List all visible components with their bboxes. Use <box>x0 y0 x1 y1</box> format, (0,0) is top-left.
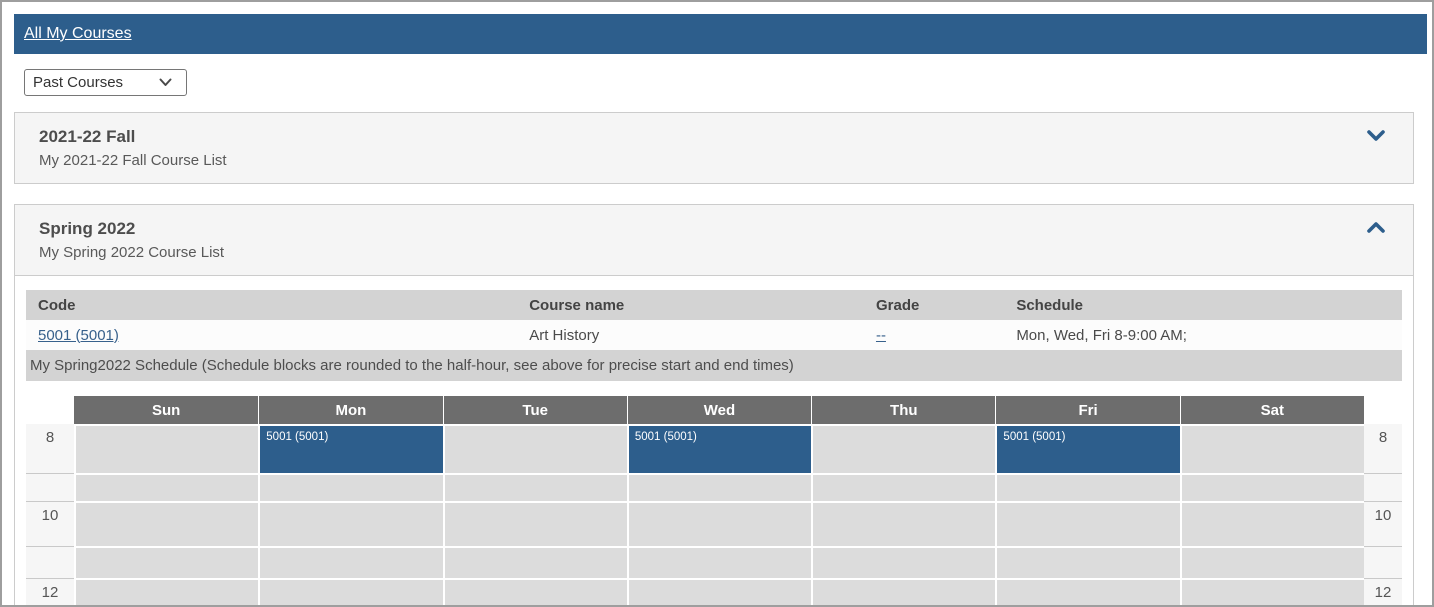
schedule-cell-thu-4 <box>811 578 996 605</box>
schedule-cell-sat-1 <box>1179 473 1364 501</box>
day-header-sun: Sun <box>74 396 259 424</box>
schedule-cell-thu-1 <box>811 473 996 501</box>
schedule-cell-tue-0 <box>442 424 627 473</box>
schedule-cell-tue-1 <box>442 473 627 501</box>
schedule-cell-fri-2 <box>995 501 1180 546</box>
section-spring-2022-body: Code Course name Grade Schedule 5001 (50… <box>15 276 1413 605</box>
chevron-up-icon[interactable] <box>1367 221 1385 234</box>
course-name-cell: Art History <box>517 320 864 350</box>
schedule-cell-wed-2 <box>626 501 812 546</box>
schedule-cell-mon-1 <box>258 473 443 501</box>
schedule-cell-mon-4 <box>258 578 443 605</box>
course-table-row: 5001 (5001) Art History -- Mon, Wed, Fri… <box>26 320 1402 350</box>
course-period-select[interactable]: Past Courses <box>24 69 187 96</box>
column-header-schedule: Schedule <box>1004 290 1402 320</box>
schedule-cell-sun-0 <box>74 424 259 473</box>
day-header-sat: Sat <box>1179 396 1364 424</box>
schedule-grid: Sun Mon Tue Wed Thu Fri Sat 8 5001 (5001) 5001 (5… <box>26 396 1402 605</box>
schedule-cell-thu-2 <box>811 501 996 546</box>
day-header-fri: Fri <box>995 396 1180 424</box>
schedule-cell-sat-3 <box>1179 546 1364 578</box>
schedule-cell-wed-0: 5001 (5001) <box>626 424 812 473</box>
course-block-mon: 5001 (5001) <box>260 426 443 473</box>
time-label-left-2: 10 <box>26 501 74 546</box>
schedule-cell-sun-2 <box>74 501 259 546</box>
all-my-courses-link[interactable]: All My Courses <box>24 25 132 42</box>
time-label-right-3 <box>1364 546 1402 578</box>
day-header-wed: Wed <box>626 396 812 424</box>
schedule-cell-fri-4 <box>995 578 1180 605</box>
course-schedule-cell: Mon, Wed, Fri 8-9:00 AM; <box>1004 320 1402 350</box>
section-subtitle: My 2021-22 Fall Course List <box>39 152 227 169</box>
course-code-link[interactable]: 5001 (5001) <box>38 326 119 344</box>
schedule-cell-thu-3 <box>811 546 996 578</box>
day-header-mon: Mon <box>258 396 443 424</box>
section-subtitle: My Spring 2022 Course List <box>39 244 225 261</box>
time-label-left-3 <box>26 546 74 578</box>
schedule-cell-mon-0: 5001 (5001) <box>258 424 443 473</box>
course-table: Code Course name Grade Schedule 5001 (50… <box>26 290 1402 350</box>
time-label-left-4: 12 <box>26 578 74 605</box>
schedule-cell-sun-3 <box>74 546 259 578</box>
schedule-cell-fri-0: 5001 (5001) <box>995 424 1180 473</box>
course-block-fri: 5001 (5001) <box>997 426 1180 473</box>
time-label-right-4: 12 <box>1364 578 1402 605</box>
time-label-left-0: 8 <box>26 424 74 473</box>
schedule-cell-fri-3 <box>995 546 1180 578</box>
course-code-cell: 5001 (5001) <box>26 320 518 350</box>
schedule-cell-mon-2 <box>258 501 443 546</box>
time-gutter-header-right <box>1364 396 1402 424</box>
schedule-note: My Spring2022 Schedule (Schedule blocks … <box>26 350 1402 381</box>
course-block-wed: 5001 (5001) <box>628 426 812 473</box>
schedule-cell-sat-0 <box>1179 424 1364 473</box>
time-gutter-header-left <box>26 396 74 424</box>
schedule-cell-sun-1 <box>74 473 259 501</box>
schedule-cell-sat-2 <box>1179 501 1364 546</box>
time-label-right-0: 8 <box>1364 424 1402 473</box>
schedule-cell-fri-1 <box>995 473 1180 501</box>
day-header-tue: Tue <box>442 396 627 424</box>
topbar: All My Courses <box>14 14 1427 54</box>
section-2021-22-fall: 2021-22 Fall My 2021-22 Fall Course List <box>14 112 1414 184</box>
column-header-code: Code <box>26 290 518 320</box>
filter-row: Past Courses <box>14 69 214 96</box>
time-label-right-2: 10 <box>1364 501 1402 546</box>
chevron-down-icon[interactable] <box>1367 129 1385 142</box>
schedule-cell-tue-4 <box>442 578 627 605</box>
section-spring-2022-header[interactable]: Spring 2022 My Spring 2022 Course List <box>15 205 1413 276</box>
schedule-cell-tue-2 <box>442 501 627 546</box>
section-2021-22-fall-header[interactable]: 2021-22 Fall My 2021-22 Fall Course List <box>15 113 1413 183</box>
schedule-cell-wed-3 <box>626 546 812 578</box>
schedule-cell-sat-4 <box>1179 578 1364 605</box>
day-header-thu: Thu <box>811 396 996 424</box>
time-label-right-1 <box>1364 473 1402 501</box>
course-grade-cell: -- <box>863 320 1005 350</box>
schedule-cell-tue-3 <box>442 546 627 578</box>
time-label-left-1 <box>26 473 74 501</box>
column-header-course-name: Course name <box>517 290 864 320</box>
section-title: Spring 2022 <box>39 219 136 238</box>
section-spring-2022: Spring 2022 My Spring 2022 Course List C… <box>14 204 1414 605</box>
schedule-cell-wed-4 <box>626 578 812 605</box>
section-title: 2021-22 Fall <box>39 127 136 146</box>
schedule-cell-mon-3 <box>258 546 443 578</box>
schedule-cell-wed-1 <box>626 473 812 501</box>
course-table-header-row: Code Course name Grade Schedule <box>26 290 1402 320</box>
column-header-grade: Grade <box>863 290 1005 320</box>
course-grade-link[interactable]: -- <box>875 326 886 344</box>
schedule-cell-thu-0 <box>811 424 996 473</box>
schedule-cell-sun-4 <box>74 578 259 605</box>
